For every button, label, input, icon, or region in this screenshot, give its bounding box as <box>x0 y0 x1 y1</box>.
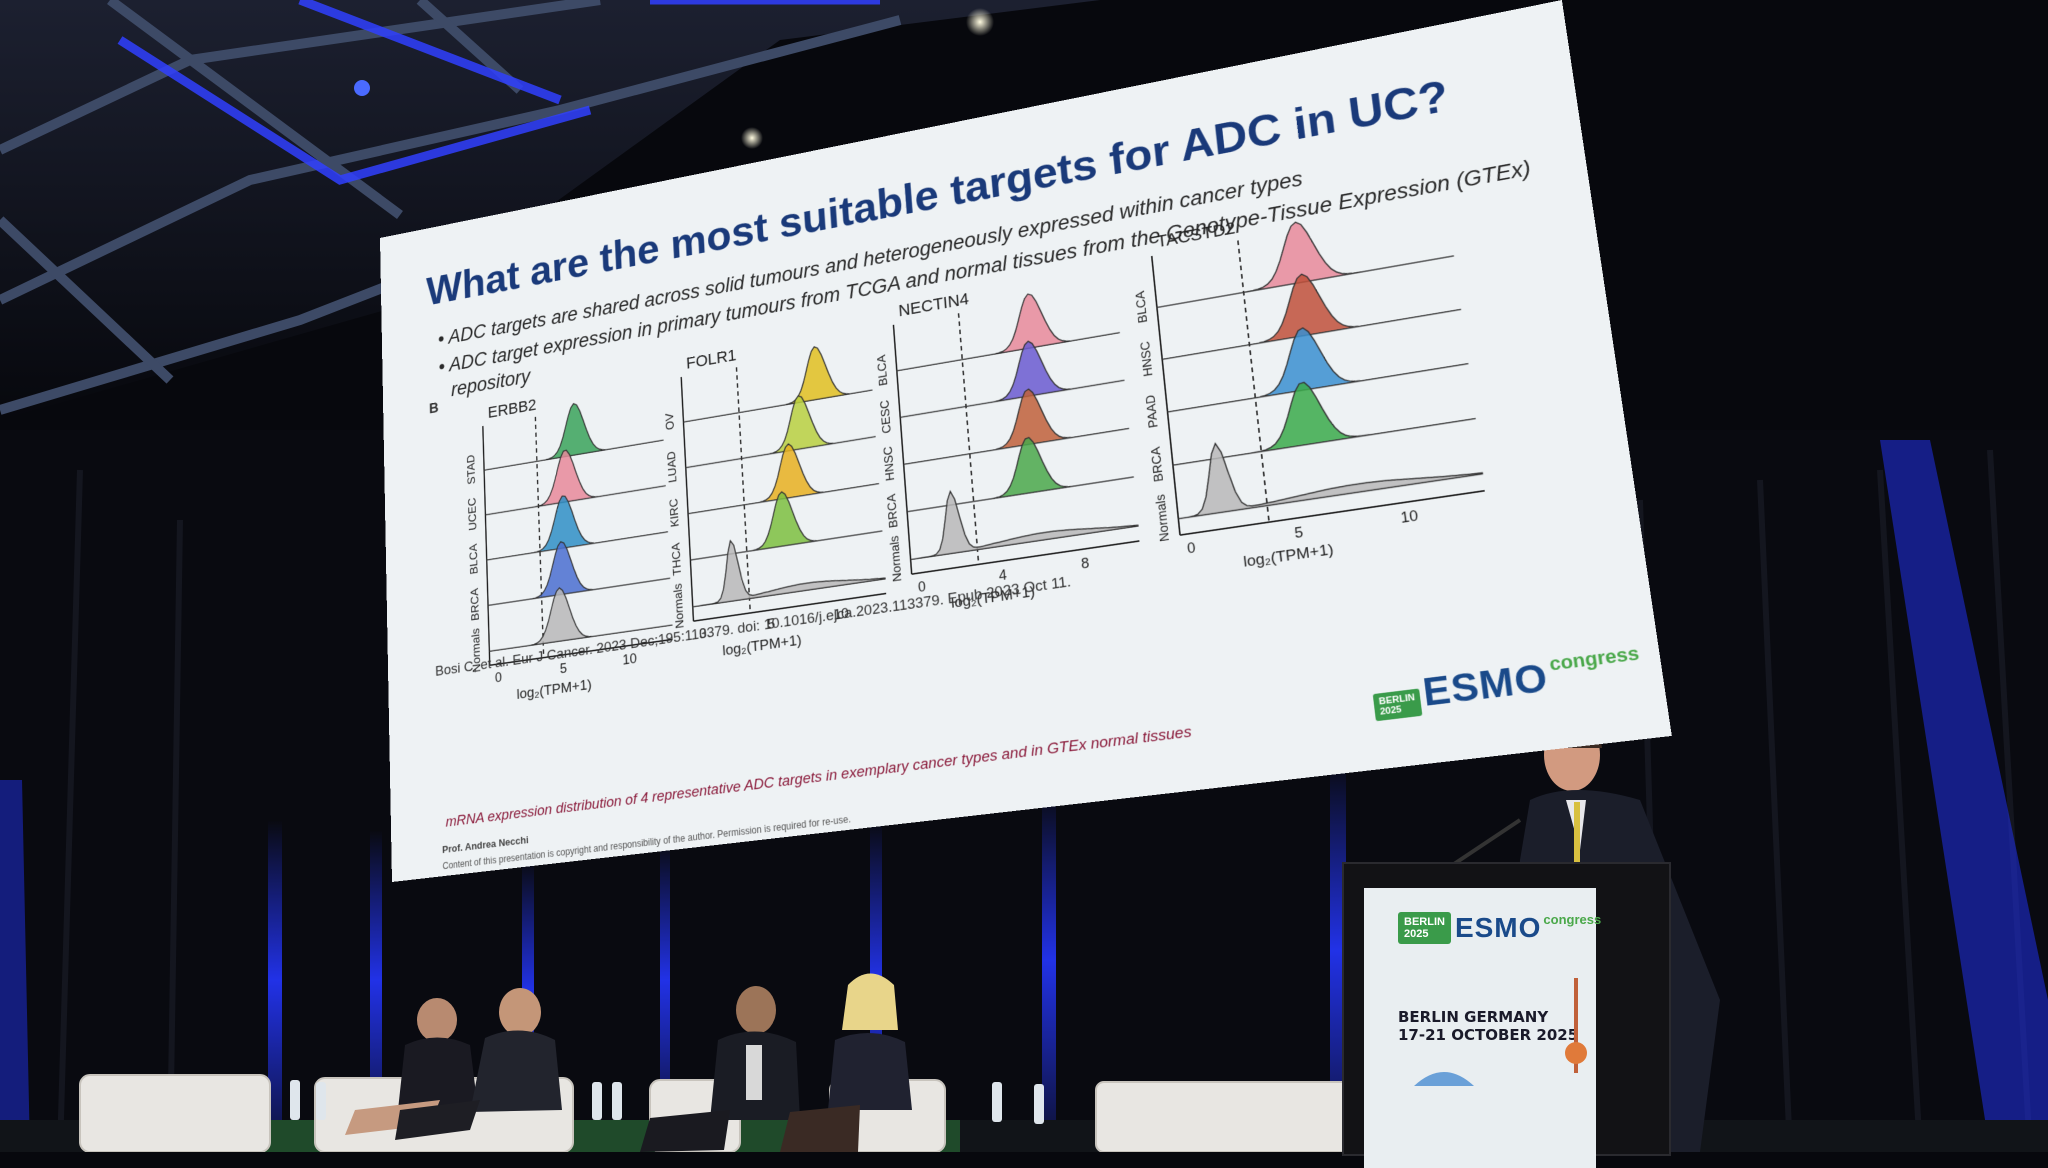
row-label-hnsc: HNSC <box>1139 340 1156 377</box>
podium-badge-city: BERLIN <box>1404 916 1445 928</box>
row-label-thca: THCA <box>670 542 684 577</box>
x-axis-label: log₂(TPM+1) <box>516 676 592 703</box>
row-label-brca: BRCA <box>1149 445 1166 482</box>
podium: BERLIN 2025 ESMO congress BERLIN GERMANY … <box>1342 862 1671 1156</box>
row-label-blca: BLCA <box>1134 290 1151 324</box>
density-cesc <box>896 326 1124 418</box>
gene-title-erbb2: ERBB2 <box>488 395 537 421</box>
podium-sign: BERLIN 2025 ESMO congress BERLIN GERMANY … <box>1364 888 1596 1168</box>
threshold-line <box>1238 240 1269 522</box>
row-label-normals: Normals <box>889 535 905 583</box>
row-label-normals: Normals <box>1154 493 1173 542</box>
gene-title-tacstd2: TACSTD2 <box>1156 218 1237 251</box>
y-axis-erbb2 <box>483 426 490 665</box>
tick-label: 0 <box>1187 541 1197 557</box>
podium-esmo-wordmark: ESMO <box>1455 912 1541 944</box>
spotlight-2 <box>741 127 763 149</box>
row-label-brca: BRCA <box>886 493 901 529</box>
row-label-stad: STAD <box>466 454 478 485</box>
berlin-badge: BERLIN 2025 <box>1373 688 1423 721</box>
berlin-skyline-graphic <box>1364 978 1596 1088</box>
podium-congress-label: congress <box>1543 912 1601 927</box>
x-axis-label: log₂(TPM+1) <box>1242 540 1334 571</box>
row-label-hnsc: HNSC <box>882 445 897 481</box>
tick-label: 10 <box>1400 509 1419 527</box>
density-luad <box>683 383 875 467</box>
gene-title-folr1: FOLR1 <box>686 345 737 372</box>
tick-label: 5 <box>1294 525 1304 541</box>
row-label-cesc: CESC <box>879 399 894 434</box>
tick-label: 10 <box>622 652 637 668</box>
row-label-blca: BLCA <box>468 543 481 575</box>
row-label-ov: OV <box>664 412 677 431</box>
row-label-paad: PAAD <box>1144 394 1161 429</box>
row-label-brca: BRCA <box>469 587 482 622</box>
tick-label: 5 <box>560 662 568 677</box>
podium-berlin-badge: BERLIN 2025 <box>1398 912 1451 944</box>
podium-esmo-logo: BERLIN 2025 ESMO congress <box>1398 912 1601 944</box>
podium-badge-year: 2025 <box>1404 928 1445 940</box>
tick-label: 0 <box>495 671 502 686</box>
row-label-blca: BLCA <box>876 353 891 386</box>
tick-label: 8 <box>1081 556 1090 572</box>
row-label-kirc: KIRC <box>668 498 682 528</box>
row-label-normals: Normals <box>672 582 687 629</box>
spotlight-5 <box>354 80 370 96</box>
row-label-luad: LUAD <box>666 450 680 483</box>
threshold-line <box>535 417 543 658</box>
row-label-ucec: UCEC <box>467 497 480 531</box>
spotlight-1 <box>966 8 994 36</box>
density-blca <box>893 279 1119 371</box>
